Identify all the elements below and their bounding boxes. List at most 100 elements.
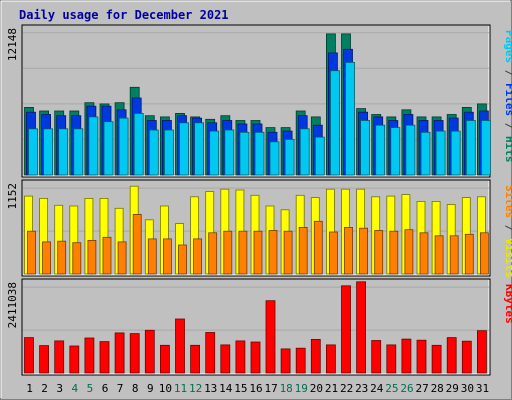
x-tick-label-day-17: 17 — [264, 382, 277, 395]
bar-sites-day-22 — [344, 226, 353, 275]
bar-kbytes-day-6 — [99, 341, 110, 374]
y-max-label: 1152 — [6, 183, 19, 210]
bar-pages-day-24 — [375, 124, 386, 176]
legend-part-0: Pages — [503, 30, 512, 63]
bar-sites-day-29 — [449, 235, 459, 275]
bar-pages-day-31 — [480, 120, 491, 176]
bar-kbytes-day-20 — [310, 338, 321, 374]
chart-title: Daily usage for December 2021 — [19, 8, 229, 22]
x-tick-label-day-5: 5 — [87, 382, 94, 395]
x-tick-label-day-2: 2 — [41, 382, 48, 395]
legend-part-0: KBytes — [503, 284, 512, 324]
bar-sites-day-13 — [208, 232, 218, 275]
bar-sites-day-21 — [328, 231, 338, 275]
bar-kbytes-day-14 — [220, 344, 231, 374]
x-tick-label-day-31: 31 — [476, 382, 489, 395]
x-tick-label-day-18: 18 — [280, 382, 293, 395]
bar-kbytes-day-12 — [190, 344, 201, 374]
bar-kbytes-day-1 — [24, 337, 34, 374]
bar-kbytes-day-17 — [265, 300, 276, 374]
bar-sites-day-4 — [72, 242, 82, 275]
bar-sites-day-18 — [283, 230, 293, 275]
bar-kbytes-day-4 — [69, 345, 80, 374]
bar-sites-day-5 — [87, 239, 97, 275]
x-tick-label-day-19: 19 — [295, 382, 308, 395]
x-tick-label-day-27: 27 — [415, 382, 428, 395]
legend-part-1: / — [503, 218, 512, 238]
x-tick-label-day-4: 4 — [71, 382, 78, 395]
bar-kbytes-day-30 — [461, 340, 472, 374]
bar-pages-day-16 — [254, 131, 265, 176]
x-tick-label-day-24: 24 — [370, 382, 384, 395]
bar-pages-day-20 — [314, 136, 325, 176]
bar-kbytes-day-24 — [371, 340, 382, 374]
bar-pages-day-5 — [88, 116, 99, 176]
y-max-label: 2411038 — [6, 282, 19, 328]
bar-sites-day-8 — [132, 213, 142, 275]
chart-panels: 12148 Pages / Files / Hits 1152 Sites / Vis… — [6, 24, 512, 376]
bar-pages-day-14 — [224, 129, 235, 176]
bar-kbytes-day-5 — [84, 337, 95, 374]
x-tick-label-day-28: 28 — [431, 382, 444, 395]
bar-sites-day-9 — [147, 238, 157, 275]
bar-kbytes-day-25 — [386, 344, 397, 374]
bar-sites-day-17 — [268, 230, 278, 275]
x-tick-label-day-22: 22 — [340, 382, 353, 395]
bar-sites-day-23 — [359, 227, 369, 275]
bar-kbytes-day-26 — [401, 338, 412, 374]
series-legend-label: Pages / Files / Hits — [503, 30, 512, 163]
bar-pages-day-30 — [465, 120, 476, 176]
bar-pages-day-13 — [209, 130, 220, 176]
legend-part-4: Hits — [503, 136, 512, 163]
bar-sites-day-2 — [42, 241, 51, 275]
x-tick-label-day-16: 16 — [249, 382, 262, 395]
bar-kbytes-day-29 — [446, 337, 457, 374]
x-tick-label-day-12: 12 — [189, 382, 202, 395]
bar-sites-day-11 — [178, 244, 187, 275]
bar-pages-day-7 — [118, 117, 129, 176]
x-tick-label-day-23: 23 — [355, 382, 368, 395]
bar-sites-day-26 — [404, 229, 414, 275]
x-tick-label-day-10: 10 — [159, 382, 172, 395]
bar-kbytes-day-9 — [144, 329, 155, 374]
bar-sites-day-16 — [253, 230, 263, 275]
bar-pages-day-26 — [405, 124, 416, 176]
bar-kbytes-day-2 — [39, 345, 49, 374]
bar-sites-day-12 — [193, 238, 203, 275]
bar-pages-day-29 — [450, 130, 461, 176]
bar-sites-day-7 — [117, 241, 127, 275]
bar-kbytes-day-22 — [341, 285, 351, 374]
bar-pages-day-8 — [133, 113, 144, 176]
bar-pages-day-12 — [194, 122, 205, 176]
bar-sites-day-30 — [464, 233, 474, 275]
bar-kbytes-day-31 — [476, 330, 487, 374]
x-tick-label-day-9: 9 — [147, 382, 154, 395]
bar-pages-day-17 — [269, 141, 280, 176]
bar-sites-day-25 — [389, 230, 399, 275]
legend-part-3: / — [503, 116, 512, 136]
bar-sites-day-19 — [298, 226, 308, 275]
bar-sites-day-27 — [419, 232, 429, 275]
bar-kbytes-day-11 — [175, 318, 185, 374]
x-axis-labels: 1 2 3 4 5 6 7 8 9 10 11 12 13 14 15 16 17 18 19 20 21 22 23 24 2… — [26, 382, 489, 395]
x-tick-label-day-30: 30 — [461, 382, 474, 395]
bar-sites-day-20 — [313, 220, 323, 275]
bar-kbytes-day-28 — [431, 344, 442, 374]
x-tick-label-day-13: 13 — [204, 382, 217, 395]
bar-sites-day-15 — [238, 230, 248, 275]
x-tick-label-day-11: 11 — [174, 382, 187, 395]
bar-sites-day-1 — [27, 230, 36, 275]
x-tick-label-day-8: 8 — [132, 382, 139, 395]
series-legend-label: Sites / Visits — [503, 185, 512, 278]
legend-part-0: Sites — [503, 185, 512, 218]
x-tick-label-day-3: 3 — [56, 382, 63, 395]
x-tick-label-day-15: 15 — [234, 382, 247, 395]
bar-sites-day-10 — [162, 238, 172, 275]
bar-pages-day-18 — [284, 138, 295, 176]
panel-hits-files-pages: 12148 Pages / Files / Hits — [6, 24, 512, 178]
bar-sites-day-24 — [374, 230, 384, 275]
x-tick-label-day-6: 6 — [102, 382, 109, 395]
bar-pages-day-1 — [28, 128, 38, 176]
bar-pages-day-25 — [390, 127, 401, 176]
